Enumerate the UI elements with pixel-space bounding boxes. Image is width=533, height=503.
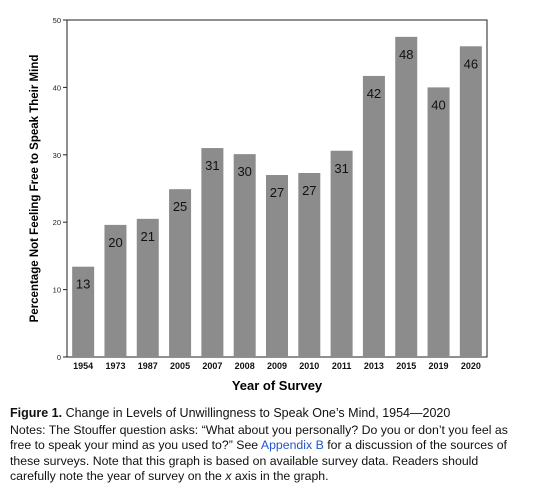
x-tick-label: 2010 [299,361,319,371]
x-tick-label: 2005 [170,361,190,371]
bar-value-label: 27 [270,185,284,200]
figure-notes: Notes: The Stouffer question asks: “What… [10,423,523,485]
x-tick-label: 2007 [202,361,222,371]
x-tick-label: 1973 [105,361,125,371]
x-tick-label: 2013 [364,361,384,371]
figure-title-text: Change in Levels of Unwillingness to Spe… [65,406,451,420]
y-axis-title: Percentage Not Feeling Free to Speak The… [29,55,41,323]
bar [72,266,95,357]
bar [298,172,321,357]
bar [266,175,288,357]
x-tick-label: 2011 [332,361,352,371]
x-tick-label: 1987 [138,361,158,371]
bar-value-label: 31 [334,161,348,176]
x-tick-label: 2015 [396,361,416,371]
y-tick-label: 30 [53,151,61,160]
bar [395,36,418,357]
x-tick-label: 2009 [267,361,287,371]
notes-text-3: axis in the graph. [231,469,329,484]
bar-value-label: 31 [205,158,219,173]
bar-value-label: 30 [237,164,251,179]
x-tick-label: 2008 [235,361,255,371]
bar-value-label: 42 [367,86,381,101]
x-axis-title: Year of Survey [232,378,323,393]
bar-value-label: 46 [464,56,478,71]
bar-chart: 13 20 21 25 31 30 27 27 31 42 48 40 46 0 10 20 30 40 50 1… [29,16,488,393]
figure-caption: Figure 1. Change in Levels of Unwillingn… [10,405,523,485]
x-tick-label: 1954 [73,361,93,371]
x-variable: x [225,469,232,484]
figure-title: Figure 1. Change in Levels of Unwillingn… [10,405,523,421]
y-tick-label: 50 [53,16,61,25]
bar-value-label: 25 [173,199,187,214]
bar-value-label: 27 [302,183,316,198]
bar [459,46,482,357]
bar [233,154,256,357]
y-tick-label: 40 [53,83,61,92]
bar-value-label: 48 [399,47,413,62]
bar [330,150,353,357]
bar-value-label: 21 [141,229,155,244]
bar-value-label: 20 [108,235,122,250]
bar [136,218,159,357]
notes-text-1: Notes: The Stouffer question asks: “What… [10,423,508,453]
y-tick-label: 20 [53,218,61,227]
y-tick-label: 10 [53,286,61,295]
x-tick-label: 2020 [461,361,481,371]
appendix-link[interactable]: Appendix B [260,438,324,453]
y-tick-label: 0 [57,353,61,362]
bar [201,148,224,357]
x-tick-label: 2019 [429,361,449,371]
notes-text-2: for a discussion of the sources of these… [10,438,507,484]
bar [362,75,385,357]
bar [169,189,192,357]
bar [427,87,450,358]
bar-value-label: 13 [76,277,90,292]
bar [104,224,127,357]
figure-label: Figure 1. [10,406,63,420]
bar-value-label: 40 [431,97,445,112]
